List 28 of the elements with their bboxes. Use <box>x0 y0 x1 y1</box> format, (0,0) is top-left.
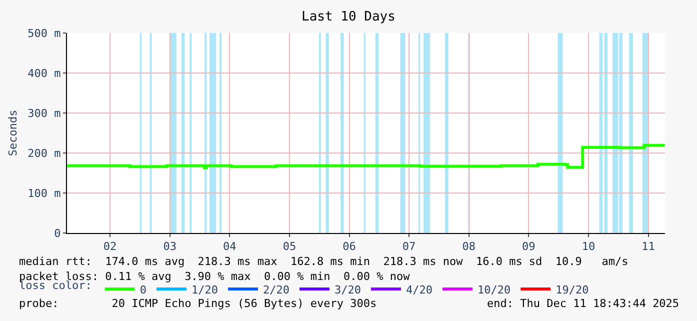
y-tick-label: 200 m <box>28 146 62 160</box>
x-tick-label: 08 <box>462 240 476 254</box>
legend-label: 10/20 <box>477 283 511 296</box>
legend-label: 4/20 <box>406 283 432 296</box>
x-tick-label: 07 <box>402 240 416 254</box>
legend-label: 1/20 <box>191 283 218 296</box>
legend-label: 3/20 <box>334 283 361 296</box>
y-tick-label: 0 <box>54 226 61 240</box>
text: median rtt: 174.0 ms avg 218.3 ms max 162.8 ms min 218.3 ms now 16.0 ms sd 10.9 am/s <box>19 255 628 268</box>
x-tick-label: 06 <box>342 240 356 254</box>
legend-label: 19/20 <box>556 283 589 296</box>
x-tick-label: 09 <box>522 240 536 254</box>
chart-title: Last 10 Days <box>302 10 396 25</box>
x-tick-label: 05 <box>282 240 296 254</box>
y-tick-label: 100 m <box>28 186 62 200</box>
text: end: Thu Dec 11 18:43:44 2025 <box>487 297 680 310</box>
y-axis-title: Seconds <box>6 110 20 156</box>
y-tick-label: 300 m <box>28 106 62 120</box>
legend-label: 2/20 <box>262 283 290 296</box>
y-tick-label: 400 m <box>28 66 62 80</box>
x-tick-label: 04 <box>223 240 237 254</box>
legend-label: 0 <box>140 283 146 296</box>
x-tick-label: 02 <box>103 240 117 254</box>
x-tick-label: 03 <box>163 240 176 254</box>
x-tick-label: 11 <box>642 240 655 254</box>
y-tick-label: 500 m <box>28 26 62 40</box>
text: probe: 20 ICMP Echo Pings (56 Bytes) every 300s <box>19 297 377 310</box>
x-tick-label: 10 <box>582 240 596 254</box>
